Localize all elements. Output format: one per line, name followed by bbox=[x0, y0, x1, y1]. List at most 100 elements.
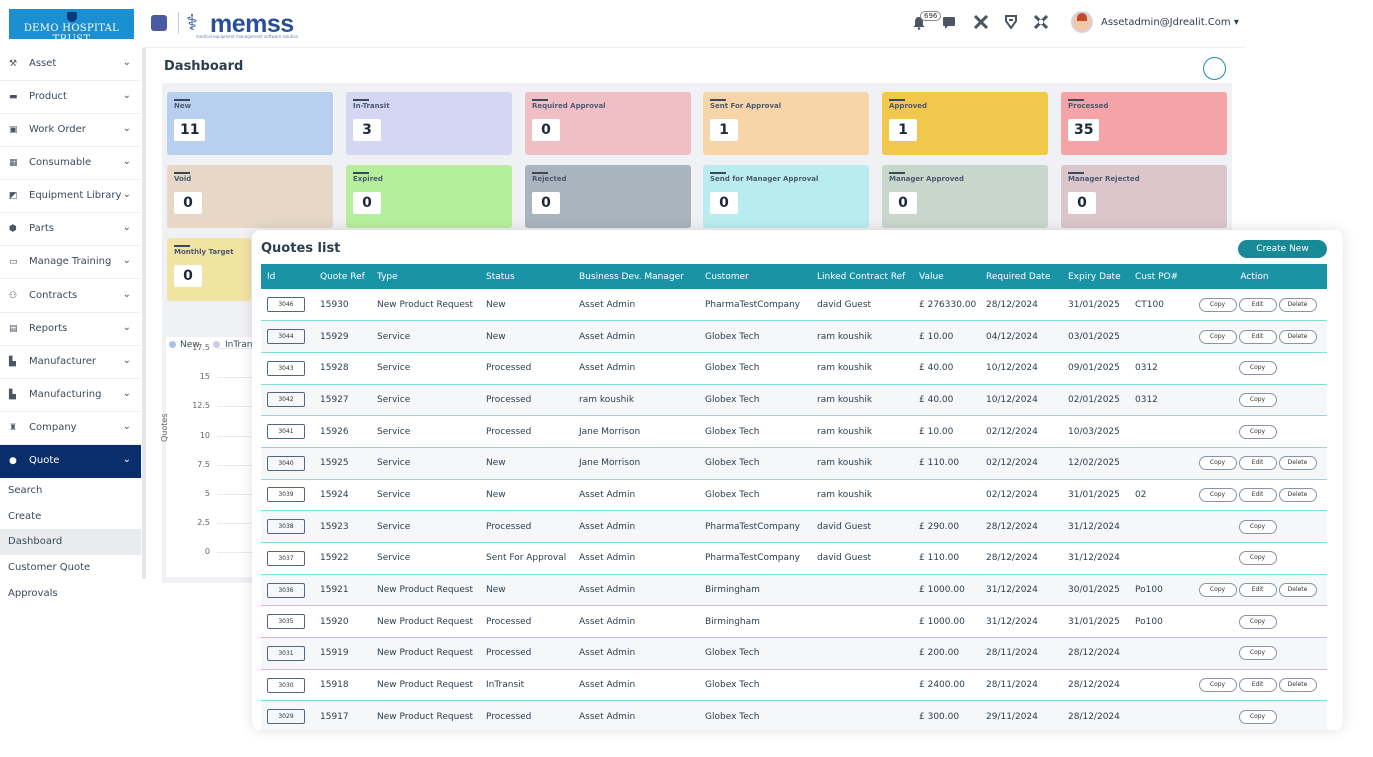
y-tick-label: 15 bbox=[199, 372, 210, 382]
sidebar-item-contracts[interactable]: ⚇ Contracts ⌄ bbox=[0, 280, 141, 313]
column-header-value[interactable]: Value bbox=[913, 264, 980, 289]
edit-button[interactable]: Edit bbox=[1238, 329, 1277, 344]
copy-button[interactable]: Copy bbox=[1198, 297, 1237, 312]
y-tick-label: 7.5 bbox=[197, 459, 210, 469]
copy-button[interactable]: Copy bbox=[1198, 456, 1237, 471]
org-logo[interactable]: DEMO HOSPITAL TRUST bbox=[9, 9, 134, 45]
quote-id-button[interactable]: 3042 bbox=[267, 392, 305, 408]
copy-button[interactable]: Copy bbox=[1238, 424, 1277, 439]
quote-id-button[interactable]: 3039 bbox=[267, 487, 305, 503]
delete-button[interactable]: Delete bbox=[1278, 297, 1317, 312]
quote-id-button[interactable]: 3046 bbox=[267, 297, 305, 313]
delete-button[interactable]: Delete bbox=[1278, 678, 1317, 693]
status-card-rejected[interactable]: Rejected 0 bbox=[525, 165, 691, 228]
quote-id-button[interactable]: 3038 bbox=[267, 519, 305, 535]
cell-value: £ 110.00 bbox=[913, 542, 980, 575]
status-card-send-for-manager-approval[interactable]: Send for Manager Approval 0 bbox=[703, 165, 869, 228]
column-header-business-dev-manager[interactable]: Business Dev. Manager bbox=[573, 264, 699, 289]
quote-id-button[interactable]: 3035 bbox=[267, 614, 305, 630]
sidebar-item-manufacturing[interactable]: ▙ Manufacturing ⌄ bbox=[0, 379, 141, 412]
copy-button[interactable]: Copy bbox=[1198, 487, 1237, 502]
sidebar-item-equipment-library[interactable]: ◩ Equipment Library ⌄ bbox=[0, 180, 141, 213]
edit-button[interactable]: Edit bbox=[1238, 583, 1277, 598]
sidebar-subitem-search[interactable]: Search bbox=[8, 485, 43, 496]
column-header-expiry-date[interactable]: Expiry Date bbox=[1062, 264, 1129, 289]
copy-button[interactable]: Copy bbox=[1238, 614, 1277, 629]
copy-button[interactable]: Copy bbox=[1238, 646, 1277, 661]
sidebar-item-quote[interactable]: ● Quote ⌄ bbox=[0, 445, 141, 478]
copy-button[interactable]: Copy bbox=[1238, 519, 1277, 534]
card-label: Approved bbox=[889, 102, 928, 110]
sidebar-subitem-create[interactable]: Create bbox=[8, 510, 42, 522]
qr-scan-icon[interactable] bbox=[973, 14, 989, 31]
column-header-type[interactable]: Type bbox=[371, 264, 480, 289]
column-header-action[interactable]: Action bbox=[1182, 264, 1327, 289]
user-avatar[interactable] bbox=[1071, 11, 1093, 33]
copy-button[interactable]: Copy bbox=[1238, 709, 1277, 724]
sidebar-subitem-customer-quote-approvals[interactable]: Customer Quote Approvals bbox=[8, 561, 91, 599]
card-label: Send for Manager Approval bbox=[710, 175, 819, 183]
badge-icon[interactable] bbox=[1003, 15, 1019, 31]
status-card-in-transit[interactable]: In-Transit 3 bbox=[346, 92, 512, 155]
quote-id-button[interactable]: 3031 bbox=[267, 645, 305, 661]
quote-id-button[interactable]: 3029 bbox=[267, 709, 305, 725]
status-card-manager-approved[interactable]: Manager Approved 0 bbox=[882, 165, 1048, 228]
delete-button[interactable]: Delete bbox=[1278, 329, 1317, 344]
status-card-sent-for-approval[interactable]: Sent For Approval 1 bbox=[703, 92, 869, 155]
create-new-button[interactable]: Create New bbox=[1238, 240, 1327, 258]
sidebar-item-asset[interactable]: ⚒ Asset ⌄ bbox=[0, 48, 141, 81]
column-header-status[interactable]: Status bbox=[480, 264, 573, 289]
status-card-void[interactable]: Void 0 bbox=[167, 165, 333, 228]
edit-button[interactable]: Edit bbox=[1238, 297, 1277, 312]
column-header-linked-contract-ref[interactable]: Linked Contract Ref bbox=[811, 264, 913, 289]
brand-logo[interactable]: ⚕ memss medical equipment management sof… bbox=[186, 8, 298, 40]
edit-button[interactable]: Edit bbox=[1238, 487, 1277, 502]
sidebar-item-manage-training[interactable]: ▭ Manage Training ⌄ bbox=[0, 246, 141, 279]
sidebar-subitem-dashboard[interactable]: Dashboard bbox=[0, 529, 141, 555]
quote-id-button[interactable]: 3043 bbox=[267, 360, 305, 376]
copy-button[interactable]: Copy bbox=[1238, 392, 1277, 407]
copy-button[interactable]: Copy bbox=[1198, 329, 1237, 344]
column-header-quote-ref[interactable]: Quote Ref bbox=[314, 264, 371, 289]
status-card-approved[interactable]: Approved 1 bbox=[882, 92, 1048, 155]
column-header-cust-po[interactable]: Cust PO# bbox=[1129, 264, 1182, 289]
quote-id-button[interactable]: 3044 bbox=[267, 329, 305, 345]
sidebar-item-company[interactable]: ♜ Company ⌄ bbox=[0, 412, 141, 445]
cell-value: £ 200.00 bbox=[913, 637, 980, 670]
copy-button[interactable]: Copy bbox=[1238, 551, 1277, 566]
sidebar-item-reports[interactable]: ▤ Reports ⌄ bbox=[0, 313, 141, 346]
column-header-required-date[interactable]: Required Date bbox=[980, 264, 1062, 289]
edit-button[interactable]: Edit bbox=[1238, 456, 1277, 471]
status-card-processed[interactable]: Processed 35 bbox=[1061, 92, 1227, 155]
quote-id-button[interactable]: 3037 bbox=[267, 550, 305, 566]
status-card-required-approval[interactable]: Required Approval 0 bbox=[525, 92, 691, 155]
quote-id-button[interactable]: 3030 bbox=[267, 677, 305, 693]
status-card-new[interactable]: New 11 bbox=[167, 92, 333, 155]
sidebar-item-product[interactable]: ▬ Product ⌄ bbox=[0, 81, 141, 114]
copy-button[interactable]: Copy bbox=[1238, 361, 1277, 376]
edit-button[interactable]: Edit bbox=[1238, 678, 1277, 693]
status-card-manager-rejected[interactable]: Manager Rejected 0 bbox=[1061, 165, 1227, 228]
quote-id-button[interactable]: 3040 bbox=[267, 455, 305, 471]
delete-button[interactable]: Delete bbox=[1278, 583, 1317, 598]
copy-button[interactable]: Copy bbox=[1198, 678, 1237, 693]
delete-button[interactable]: Delete bbox=[1278, 456, 1317, 471]
sidebar-item-manufacturer[interactable]: ▙ Manufacturer ⌄ bbox=[0, 346, 141, 379]
status-card-monthly-target[interactable]: Monthly Target 0 bbox=[167, 238, 251, 301]
menu-toggle-button[interactable] bbox=[151, 15, 167, 31]
refresh-circle-button[interactable] bbox=[1203, 57, 1226, 80]
user-menu[interactable]: Assetadmin@Jdrealit.Com ▾ bbox=[1101, 17, 1239, 28]
copy-button[interactable]: Copy bbox=[1198, 583, 1237, 598]
quote-id-button[interactable]: 3036 bbox=[267, 582, 305, 598]
barcode-scan-icon[interactable] bbox=[1033, 14, 1049, 31]
column-header-customer[interactable]: Customer bbox=[699, 264, 811, 289]
delete-button[interactable]: Delete bbox=[1278, 487, 1317, 502]
chat-icon[interactable] bbox=[941, 15, 957, 31]
quote-id-button[interactable]: 3041 bbox=[267, 424, 305, 440]
sidebar-item-parts[interactable]: ⬢ Parts ⌄ bbox=[0, 213, 141, 246]
cell-ref: 15920 bbox=[314, 605, 371, 639]
sidebar-item-work-order[interactable]: ▣ Work Order ⌄ bbox=[0, 114, 141, 147]
sidebar-item-consumable[interactable]: ▦ Consumable ⌄ bbox=[0, 147, 141, 180]
column-header-id[interactable]: Id bbox=[261, 264, 314, 289]
status-card-expired[interactable]: Expired 0 bbox=[346, 165, 512, 228]
